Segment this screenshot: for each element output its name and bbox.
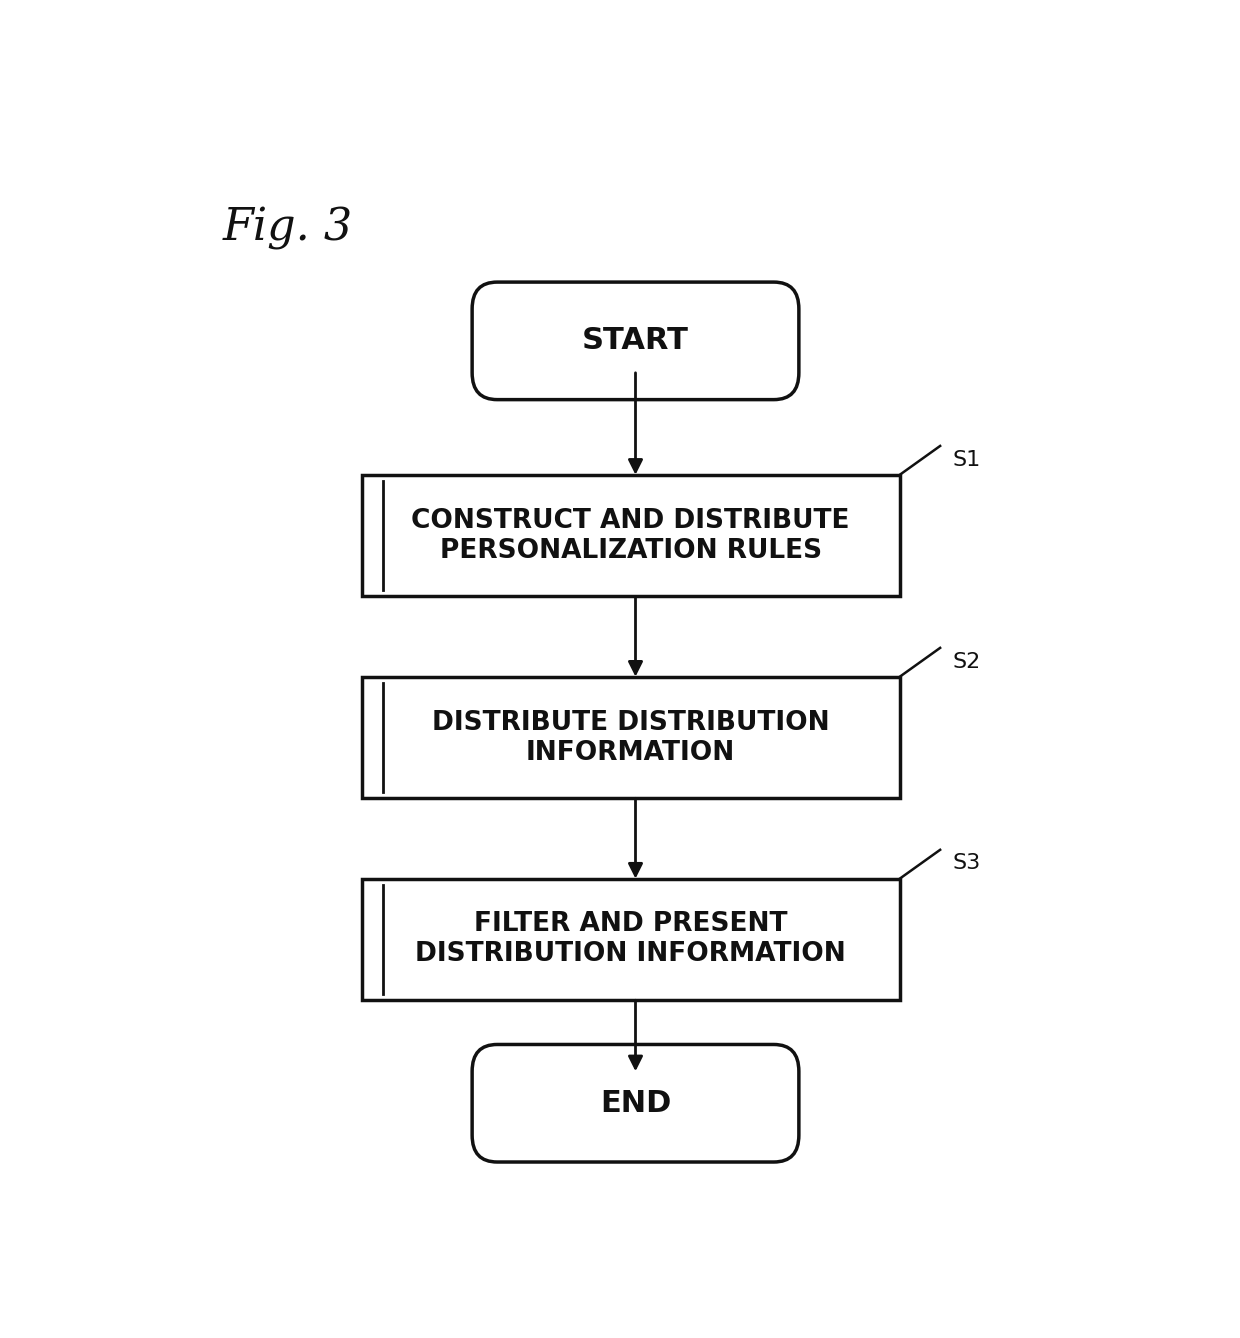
Text: S2: S2 [952, 652, 981, 672]
Text: START: START [582, 326, 689, 356]
Text: DISTRIBUTE DISTRIBUTION
INFORMATION: DISTRIBUTE DISTRIBUTION INFORMATION [432, 709, 830, 765]
FancyBboxPatch shape [472, 1045, 799, 1161]
Text: S3: S3 [952, 854, 981, 874]
Bar [362, 677, 900, 799]
Text: FILTER AND PRESENT
DISTRIBUTION INFORMATION: FILTER AND PRESENT DISTRIBUTION INFORMAT… [415, 911, 846, 967]
Bar [362, 879, 900, 1001]
FancyBboxPatch shape [472, 282, 799, 400]
Bar [362, 475, 900, 597]
Text: S1: S1 [952, 450, 981, 470]
Text: END: END [600, 1089, 671, 1117]
Text: CONSTRUCT AND DISTRIBUTE
PERSONALIZATION RULES: CONSTRUCT AND DISTRIBUTE PERSONALIZATION… [412, 507, 849, 563]
Text: Fig. 3: Fig. 3 [222, 207, 352, 250]
